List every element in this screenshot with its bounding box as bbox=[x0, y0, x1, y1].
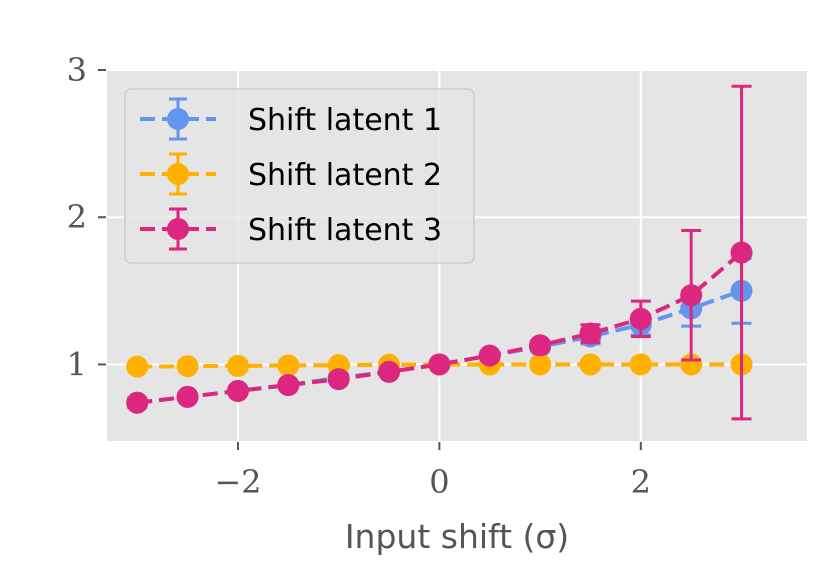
legend-box bbox=[124, 88, 475, 264]
series-3 bbox=[126, 84, 753, 421]
legend-marker bbox=[167, 218, 189, 240]
data-point bbox=[629, 353, 652, 376]
data-point bbox=[126, 391, 149, 414]
x-axis-label: Input shift (σ) bbox=[345, 517, 569, 556]
data-point bbox=[529, 353, 552, 376]
y-tick-label: 3 bbox=[67, 51, 87, 89]
data-point bbox=[579, 322, 602, 345]
data-point bbox=[579, 353, 602, 376]
data-point bbox=[277, 354, 300, 377]
x-tick-label: 2 bbox=[631, 463, 651, 501]
data-point bbox=[226, 379, 249, 402]
y-axis: 1 2 3 bbox=[67, 51, 106, 383]
data-point bbox=[529, 334, 552, 357]
data-point bbox=[378, 360, 401, 383]
data-point bbox=[680, 284, 703, 307]
legend-entry-2: Shift latent 2 bbox=[140, 152, 442, 196]
data-point bbox=[730, 241, 753, 264]
x-tick-label: 0 bbox=[429, 463, 449, 501]
legend-label: Shift latent 3 bbox=[248, 213, 442, 248]
data-point bbox=[176, 385, 199, 408]
x-tick-label: −2 bbox=[214, 463, 261, 501]
legend-marker bbox=[167, 163, 189, 185]
series-layer bbox=[126, 84, 753, 421]
data-point bbox=[327, 368, 350, 391]
data-point bbox=[478, 344, 501, 367]
y-tick-label: 2 bbox=[67, 198, 87, 236]
legend-marker bbox=[167, 108, 189, 130]
legend-entry-3: Shift latent 3 bbox=[140, 207, 442, 251]
legend-label: Shift latent 1 bbox=[248, 103, 442, 138]
legend-entry-1: Shift latent 1 bbox=[140, 97, 442, 141]
data-point bbox=[226, 354, 249, 377]
legend: Shift latent 1 Shift latent 2 Shift latent… bbox=[124, 88, 475, 264]
x-axis: −2 0 2 bbox=[214, 442, 651, 501]
legend-label: Shift latent 2 bbox=[248, 158, 442, 193]
data-point bbox=[176, 355, 199, 378]
data-point bbox=[277, 374, 300, 397]
data-point bbox=[126, 355, 149, 378]
y-tick-label: 1 bbox=[67, 345, 87, 383]
data-point bbox=[428, 353, 451, 376]
data-point bbox=[629, 307, 652, 330]
